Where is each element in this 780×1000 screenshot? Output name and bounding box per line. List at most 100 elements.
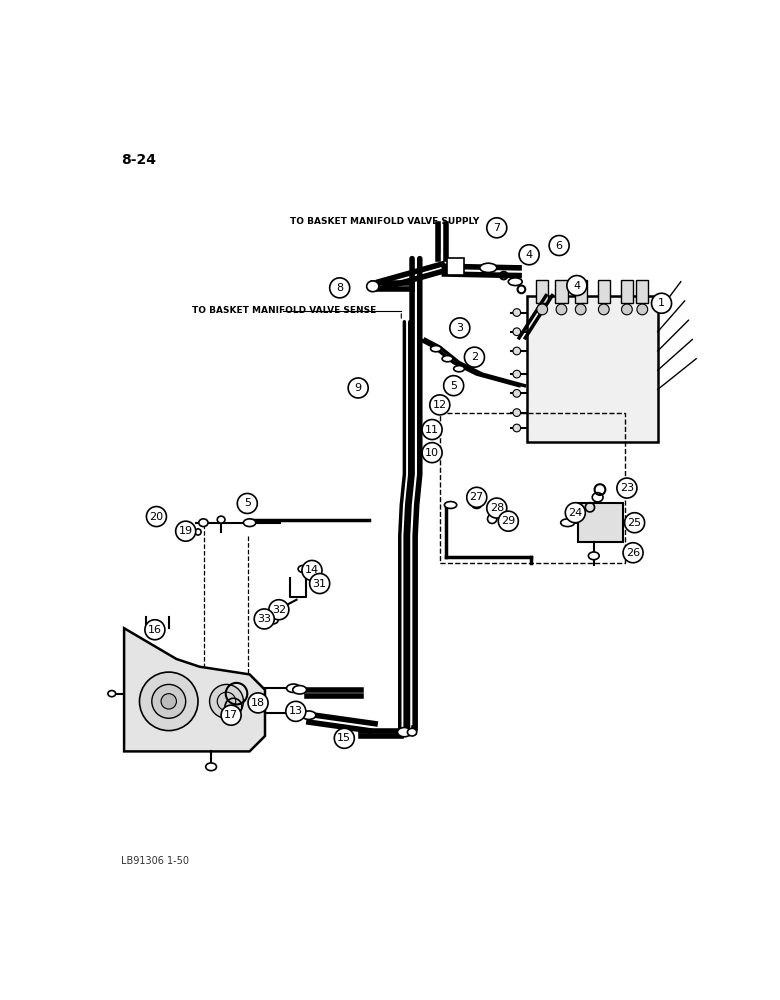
Circle shape bbox=[617, 478, 637, 498]
Text: 6: 6 bbox=[555, 241, 562, 251]
Ellipse shape bbox=[206, 763, 217, 771]
Text: 28: 28 bbox=[490, 503, 504, 513]
Text: 18: 18 bbox=[251, 698, 265, 708]
Text: 4: 4 bbox=[573, 281, 580, 291]
Text: 12: 12 bbox=[433, 400, 447, 410]
Ellipse shape bbox=[367, 281, 379, 292]
Text: 3: 3 bbox=[456, 323, 463, 333]
Text: 9: 9 bbox=[355, 383, 362, 393]
Bar bbox=[575, 280, 587, 303]
Text: 17: 17 bbox=[224, 710, 238, 720]
Circle shape bbox=[237, 493, 257, 513]
Bar bbox=[579, 503, 623, 542]
Circle shape bbox=[450, 318, 470, 338]
Ellipse shape bbox=[431, 346, 441, 352]
Circle shape bbox=[444, 376, 463, 396]
Polygon shape bbox=[379, 264, 447, 288]
Text: 14: 14 bbox=[305, 565, 319, 575]
Circle shape bbox=[302, 560, 322, 580]
Circle shape bbox=[248, 693, 268, 713]
Text: TO BASKET MANIFOLD VALVE SENSE: TO BASKET MANIFOLD VALVE SENSE bbox=[192, 306, 376, 315]
Circle shape bbox=[598, 304, 609, 315]
Text: 25: 25 bbox=[628, 518, 642, 528]
Text: 5: 5 bbox=[450, 381, 457, 391]
Circle shape bbox=[147, 507, 166, 527]
Ellipse shape bbox=[276, 605, 288, 612]
Circle shape bbox=[576, 304, 586, 315]
Ellipse shape bbox=[298, 565, 307, 572]
Ellipse shape bbox=[286, 684, 300, 692]
Circle shape bbox=[498, 511, 519, 531]
Circle shape bbox=[519, 245, 539, 265]
Circle shape bbox=[513, 370, 520, 378]
Circle shape bbox=[269, 600, 289, 620]
Text: 8-24: 8-24 bbox=[121, 153, 156, 167]
Circle shape bbox=[513, 309, 520, 316]
Ellipse shape bbox=[509, 278, 522, 286]
Text: 8: 8 bbox=[336, 283, 343, 293]
Circle shape bbox=[651, 293, 672, 313]
Bar bbox=[636, 280, 648, 303]
Text: 4: 4 bbox=[526, 250, 533, 260]
Text: 16: 16 bbox=[148, 625, 162, 635]
Circle shape bbox=[176, 521, 196, 541]
Text: 5: 5 bbox=[244, 498, 251, 508]
Circle shape bbox=[466, 487, 487, 507]
Circle shape bbox=[487, 218, 507, 238]
Ellipse shape bbox=[445, 502, 457, 508]
Circle shape bbox=[513, 389, 520, 397]
Bar bbox=[555, 280, 568, 303]
Text: 32: 32 bbox=[271, 605, 286, 615]
Ellipse shape bbox=[199, 519, 208, 527]
Circle shape bbox=[566, 503, 585, 523]
Bar bbox=[621, 280, 633, 303]
Text: 26: 26 bbox=[626, 548, 640, 558]
Circle shape bbox=[567, 276, 587, 296]
Ellipse shape bbox=[108, 691, 115, 697]
Circle shape bbox=[513, 347, 520, 355]
Text: 2: 2 bbox=[471, 352, 478, 362]
Circle shape bbox=[556, 304, 567, 315]
Ellipse shape bbox=[286, 709, 300, 717]
Circle shape bbox=[152, 684, 186, 718]
Text: 19: 19 bbox=[179, 526, 193, 536]
Circle shape bbox=[254, 609, 275, 629]
Circle shape bbox=[330, 278, 349, 298]
Ellipse shape bbox=[292, 686, 307, 694]
Ellipse shape bbox=[442, 356, 453, 362]
Text: 11: 11 bbox=[425, 425, 439, 435]
Text: 33: 33 bbox=[257, 614, 271, 624]
Circle shape bbox=[623, 543, 643, 563]
Ellipse shape bbox=[398, 728, 411, 737]
FancyBboxPatch shape bbox=[447, 258, 463, 275]
Circle shape bbox=[140, 672, 198, 731]
Circle shape bbox=[210, 684, 243, 718]
Circle shape bbox=[537, 304, 548, 315]
Circle shape bbox=[637, 304, 647, 315]
Ellipse shape bbox=[243, 519, 256, 527]
Text: 24: 24 bbox=[568, 508, 583, 518]
Text: 7: 7 bbox=[493, 223, 500, 233]
Text: 27: 27 bbox=[470, 492, 484, 502]
Ellipse shape bbox=[454, 366, 464, 372]
Text: 10: 10 bbox=[425, 448, 439, 458]
Ellipse shape bbox=[480, 263, 497, 272]
Circle shape bbox=[513, 328, 520, 336]
Text: 13: 13 bbox=[289, 706, 303, 716]
Circle shape bbox=[161, 694, 176, 709]
Circle shape bbox=[487, 498, 507, 518]
Circle shape bbox=[430, 395, 450, 415]
Circle shape bbox=[625, 513, 644, 533]
Text: TO BASKET MANIFOLD VALVE SUPPLY: TO BASKET MANIFOLD VALVE SUPPLY bbox=[290, 217, 480, 226]
Circle shape bbox=[622, 304, 633, 315]
Ellipse shape bbox=[561, 519, 575, 527]
Circle shape bbox=[422, 443, 442, 463]
Ellipse shape bbox=[218, 516, 225, 523]
Circle shape bbox=[145, 620, 165, 640]
Ellipse shape bbox=[592, 493, 603, 502]
Text: 15: 15 bbox=[337, 733, 351, 743]
Circle shape bbox=[464, 347, 484, 367]
Ellipse shape bbox=[302, 711, 316, 719]
Text: 1: 1 bbox=[658, 298, 665, 308]
Ellipse shape bbox=[472, 502, 481, 508]
